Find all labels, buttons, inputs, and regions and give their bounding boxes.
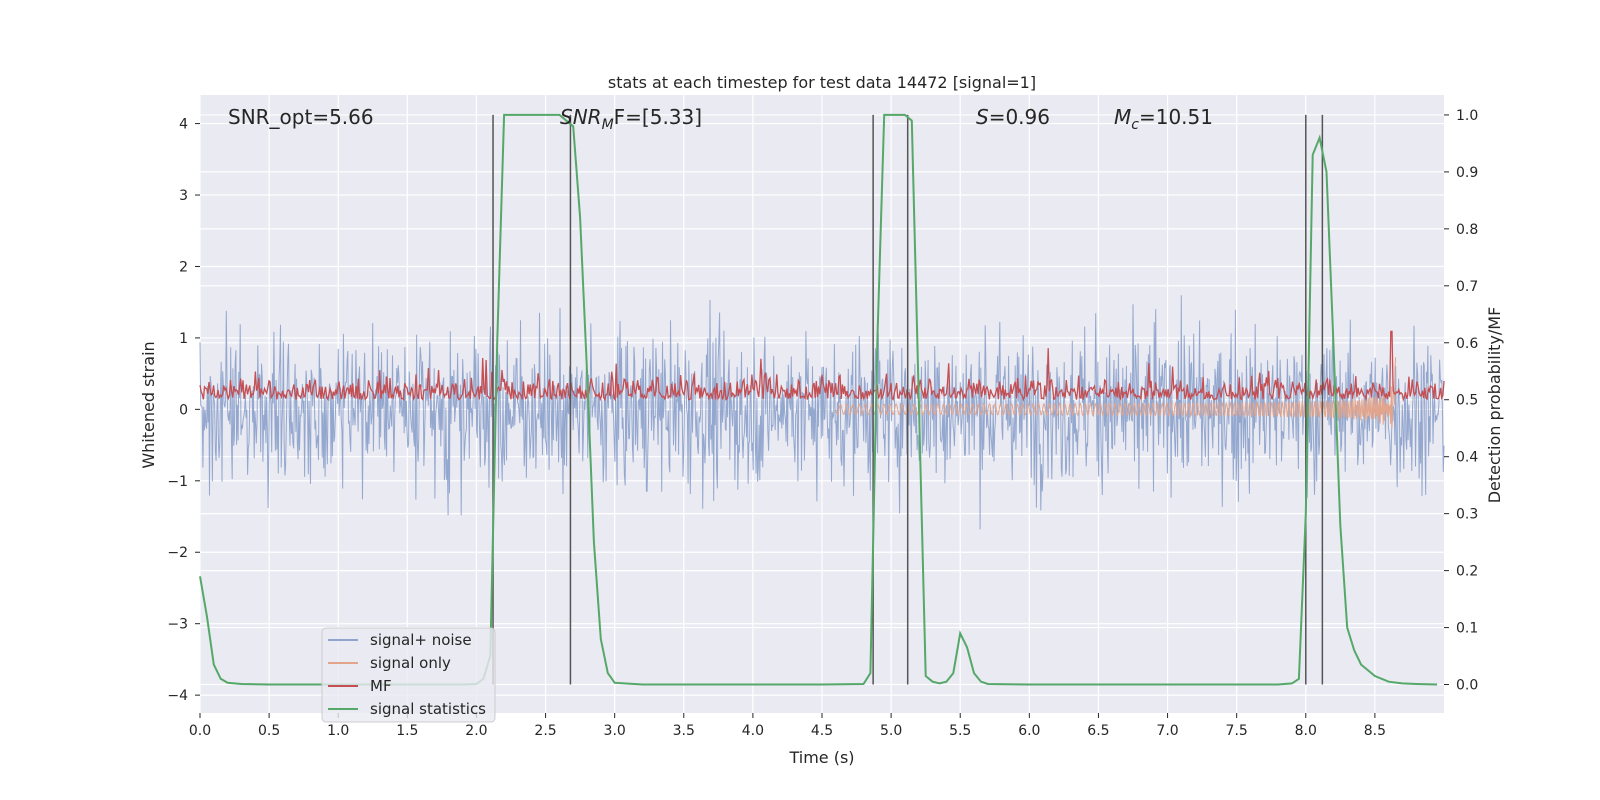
- y-left-tick-label: 4: [179, 117, 188, 133]
- x-tick-label: 6.5: [1087, 723, 1109, 739]
- y-left-tick-label: 0: [179, 402, 188, 418]
- y-right-axis-ticks: 0.0 0.1 0.2 0.3 0.4 0.5 0.6 0.7 0.8 0.9 1.0: [1444, 108, 1478, 694]
- legend: signal+ noise signal only MF signal stat…: [321, 627, 496, 723]
- x-tick-label: 2.5: [534, 723, 556, 739]
- y-left-axis-label: Whitened strain: [139, 341, 158, 468]
- y-right-tick-label: 0.7: [1456, 279, 1478, 295]
- series-signal-noise: [199, 295, 1445, 530]
- y-left-tick-label: −3: [167, 617, 188, 633]
- y-left-axis-ticks: −4 −3 −2 −1 0 1 2 3 4: [167, 117, 200, 704]
- mf-line: [199, 330, 1445, 402]
- x-tick-label: 3.5: [673, 723, 695, 739]
- x-tick-label: 0.5: [258, 723, 280, 739]
- legend-label-signal-only: signal only: [370, 654, 451, 672]
- x-tick-label: 8.5: [1364, 723, 1386, 739]
- legend-label-mf: MF: [370, 677, 392, 695]
- y-right-tick-label: 0.1: [1456, 621, 1478, 637]
- x-tick-label: 6.0: [1018, 723, 1040, 739]
- y-left-tick-label: −1: [167, 474, 188, 490]
- annotation-snr-opt: SNR_opt=5.66: [228, 105, 374, 129]
- y-left-tick-label: 1: [179, 331, 188, 347]
- y-right-tick-label: 0.0: [1456, 678, 1478, 694]
- y-right-tick-label: 0.9: [1456, 165, 1478, 181]
- annotation-s: S=0.96: [976, 105, 1050, 129]
- x-tick-label: 5.0: [880, 723, 902, 739]
- y-left-tick-label: 2: [179, 259, 188, 275]
- annotation-snr-mf: SNRMF=[5.33]: [560, 105, 702, 133]
- x-axis-ticks: 0.0 0.5 1.0 1.5 2.0 2.5 3.0 3.5 4.0 4.5 5.0 5.5 6.0 6…: [189, 713, 1386, 739]
- signal-noise-line: [199, 295, 1445, 530]
- annotation-mc: Mc=10.51: [1114, 105, 1213, 133]
- x-tick-label: 4.5: [811, 723, 833, 739]
- legend-label-signal-noise: signal+ noise: [370, 631, 472, 649]
- legend-label-signal-statistics: signal statistics: [370, 700, 486, 718]
- y-right-tick-label: 0.4: [1456, 450, 1478, 466]
- series-mf: [199, 330, 1445, 402]
- x-tick-label: 7.5: [1226, 723, 1248, 739]
- y-right-tick-label: 0.2: [1456, 564, 1478, 580]
- y-right-tick-label: 1.0: [1456, 108, 1478, 124]
- x-tick-label: 4.0: [742, 723, 764, 739]
- y-left-tick-label: −4: [167, 688, 188, 704]
- x-tick-label: 7.0: [1156, 723, 1178, 739]
- y-left-tick-label: −2: [167, 545, 188, 561]
- y-right-tick-label: 0.8: [1456, 222, 1478, 238]
- x-tick-label: 8.0: [1295, 723, 1317, 739]
- x-tick-label: 3.0: [604, 723, 626, 739]
- x-tick-label: 1.0: [327, 723, 349, 739]
- y-right-tick-label: 0.6: [1456, 336, 1478, 352]
- y-right-axis-label: Detection probability/MF: [1485, 307, 1504, 504]
- signal-only-line: [835, 357, 1397, 429]
- x-axis-label: Time (s): [788, 748, 854, 767]
- chart-title: stats at each timestep for test data 144…: [608, 73, 1036, 92]
- y-right-tick-label: 0.3: [1456, 507, 1478, 523]
- series-signal-only: [835, 357, 1397, 429]
- y-right-tick-label: 0.5: [1456, 393, 1478, 409]
- x-tick-label: 2.0: [465, 723, 487, 739]
- y-left-tick-label: 3: [179, 188, 188, 204]
- x-tick-label: 0.0: [189, 723, 211, 739]
- x-tick-label: 1.5: [396, 723, 418, 739]
- x-tick-label: 5.5: [949, 723, 971, 739]
- legend-box: [321, 627, 496, 723]
